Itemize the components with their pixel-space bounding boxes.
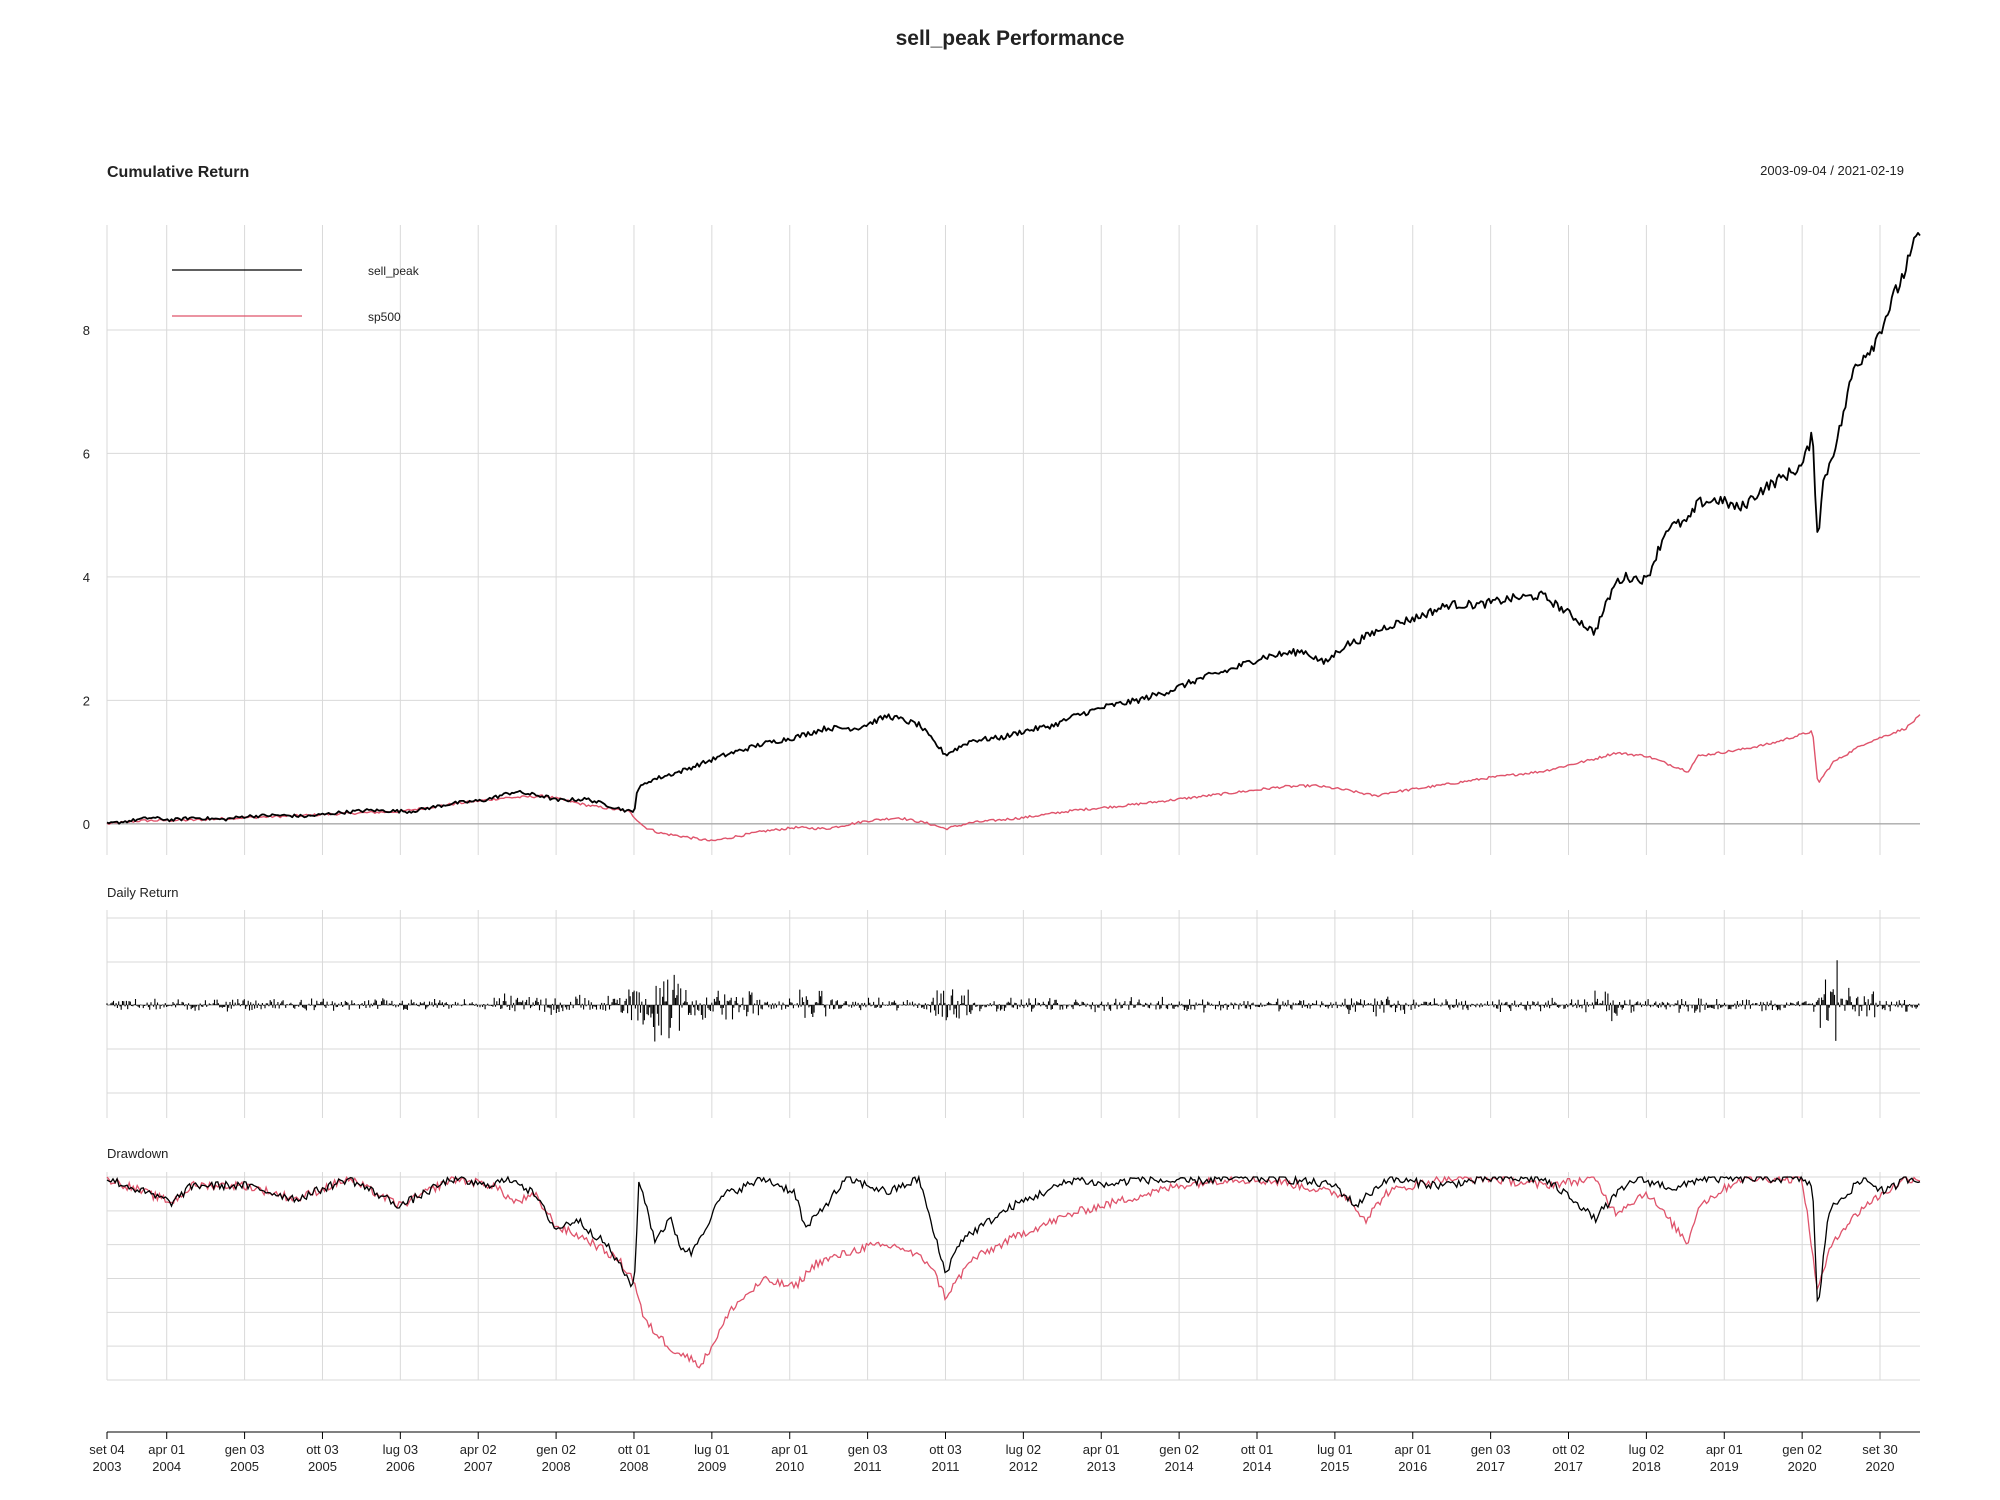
y-tick-label: 8 <box>83 323 90 338</box>
x-tick-label: apr 01 <box>1394 1442 1431 1457</box>
x-tick-year-label: 2008 <box>620 1459 649 1474</box>
drawdown-line-sp500 <box>106 1175 1921 1369</box>
x-tick-year-label: 2019 <box>1710 1459 1739 1474</box>
daily-return-title: Daily Return <box>107 885 179 900</box>
x-tick-label: gen 03 <box>848 1442 888 1457</box>
x-tick-label: lug 01 <box>694 1442 729 1457</box>
x-tick-label: ott 01 <box>1241 1442 1274 1457</box>
x-tick-label: gen 03 <box>225 1442 265 1457</box>
x-tick-label: apr 01 <box>1083 1442 1120 1457</box>
x-tick-label: apr 01 <box>148 1442 185 1457</box>
x-tick-label: set 04 <box>89 1442 124 1457</box>
x-tick-year-label: 2017 <box>1554 1459 1583 1474</box>
daily-return-panel: Daily Return <box>106 885 1920 1118</box>
x-tick-year-label: 2008 <box>542 1459 571 1474</box>
cumulative-return-title: Cumulative Return <box>107 164 249 181</box>
x-tick-label: gen 02 <box>1782 1442 1822 1457</box>
series-line-sp500 <box>106 714 1921 842</box>
x-tick-label: apr 02 <box>460 1442 497 1457</box>
drawdown-line-sell_peak <box>106 1174 1921 1303</box>
legend: sell_peak sp500 <box>172 264 420 324</box>
x-tick-label: lug 03 <box>383 1442 418 1457</box>
x-tick-year-label: 2018 <box>1632 1459 1661 1474</box>
x-tick-year-label: 2020 <box>1788 1459 1817 1474</box>
x-tick-year-label: 2003 <box>93 1459 122 1474</box>
x-tick-year-label: 2010 <box>775 1459 804 1474</box>
x-tick-label: lug 02 <box>1629 1442 1664 1457</box>
x-tick-label: gen 03 <box>1471 1442 1511 1457</box>
y-tick-label: 4 <box>83 570 90 585</box>
x-tick-label: gen 02 <box>536 1442 576 1457</box>
y-tick-label: 2 <box>83 693 90 708</box>
x-tick-label: lug 02 <box>1006 1442 1041 1457</box>
x-tick-year-label: 2004 <box>152 1459 181 1474</box>
x-axis: set 04 2003 apr 01 2004 gen 03 2005 ott 03 2005… <box>89 1431 1920 1474</box>
legend-label-sp500: sp500 <box>368 310 401 324</box>
date-range-label: 2003-09-04 / 2021-02-19 <box>1760 163 1904 178</box>
x-tick-year-label: 2014 <box>1243 1459 1272 1474</box>
x-tick-label: lug 01 <box>1317 1442 1352 1457</box>
x-tick-year-label: 2015 <box>1320 1459 1349 1474</box>
x-tick-year-label: 2007 <box>464 1459 493 1474</box>
x-tick-year-label: 2011 <box>854 1459 882 1474</box>
x-tick-year-label: 2005 <box>308 1459 337 1474</box>
x-tick-year-label: 2013 <box>1087 1459 1116 1474</box>
x-tick-year-label: 2012 <box>1009 1459 1038 1474</box>
x-tick-label: ott 03 <box>306 1442 339 1457</box>
y-tick-label: 0 <box>83 817 90 832</box>
x-tick-year-label: 2020 <box>1866 1459 1895 1474</box>
x-tick-label: apr 01 <box>1706 1442 1743 1457</box>
x-tick-label: set 30 <box>1862 1442 1897 1457</box>
drawdown-title: Drawdown <box>107 1146 168 1161</box>
legend-label-sell-peak: sell_peak <box>368 264 420 278</box>
x-tick-year-label: 2017 <box>1476 1459 1505 1474</box>
x-tick-year-label: 2016 <box>1398 1459 1427 1474</box>
x-tick-year-label: 2009 <box>697 1459 726 1474</box>
x-tick-label: ott 02 <box>1552 1442 1585 1457</box>
x-tick-label: gen 02 <box>1159 1442 1199 1457</box>
x-tick-year-label: 2014 <box>1165 1459 1194 1474</box>
drawdown-panel: Drawdown <box>106 1146 1921 1381</box>
x-tick-year-label: 2006 <box>386 1459 415 1474</box>
x-tick-label: ott 03 <box>929 1442 962 1457</box>
series-line-sell_peak <box>106 231 1921 825</box>
x-tick-label: apr 01 <box>771 1442 808 1457</box>
cumulative-return-panel: Cumulative Return 2003-09-04 / 2021-02-1… <box>83 163 1921 855</box>
x-tick-label: ott 01 <box>618 1442 651 1457</box>
x-tick-year-label: 2011 <box>932 1459 960 1474</box>
daily-return-bars <box>106 960 1920 1042</box>
y-tick-label: 6 <box>83 446 90 461</box>
x-tick-year-label: 2005 <box>230 1459 259 1474</box>
chart-title: sell_peak Performance <box>896 27 1125 50</box>
